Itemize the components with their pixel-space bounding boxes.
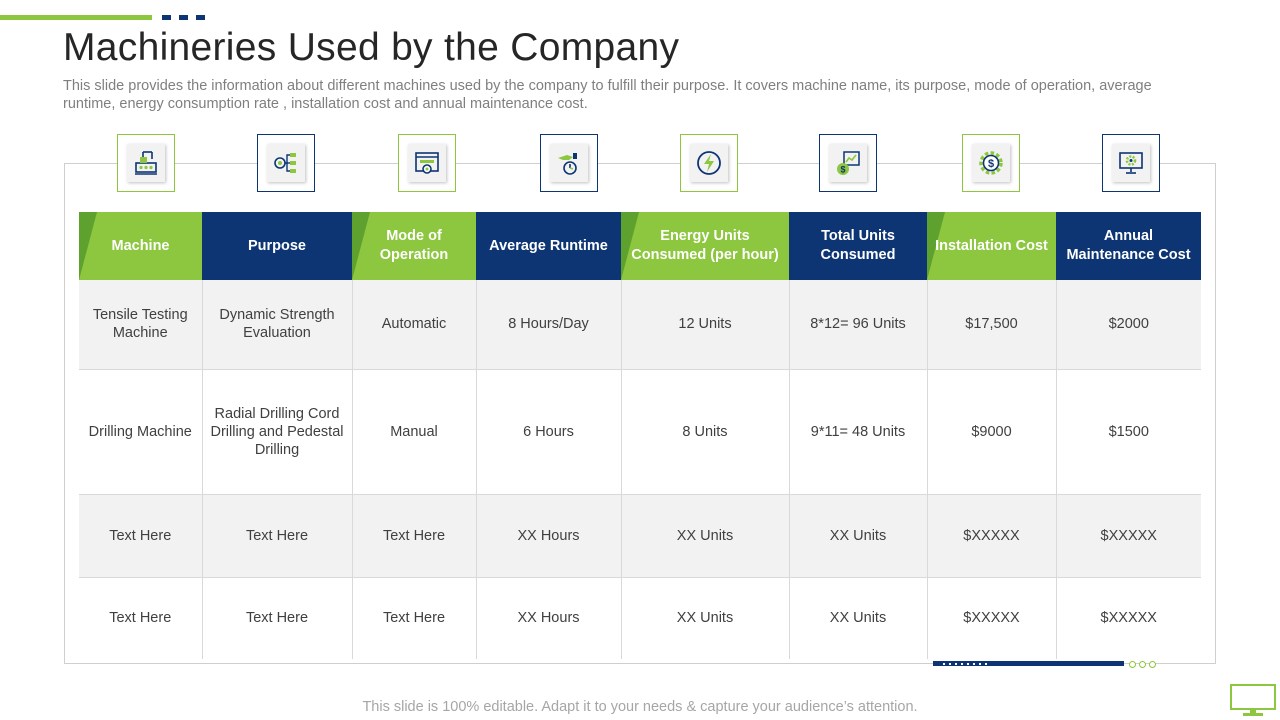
column-header: Energy Units Consumed (per hour) — [621, 212, 789, 280]
column-header: Average Runtime — [476, 212, 621, 280]
table-cell: Text Here — [202, 577, 353, 659]
bottom-accent-dot — [955, 663, 957, 665]
purpose-icon-box — [257, 134, 315, 192]
top-accent-bar — [0, 15, 152, 20]
table-cell: 9*11= 48 Units — [789, 369, 928, 495]
table-cell: $XXXXX — [1056, 494, 1201, 578]
table-cell: 6 Hours — [476, 369, 622, 495]
bottom-accent-ring — [1139, 661, 1146, 668]
bottom-accent-dot — [967, 663, 969, 665]
purpose-flowchart-icon — [274, 153, 296, 173]
table-frame — [64, 163, 1216, 664]
bottom-accent-dot — [985, 663, 987, 665]
table-row: Drilling Machine Radial Drilling Cord Dr… — [79, 369, 1201, 495]
machine-icon — [135, 151, 157, 175]
table-cell: Drilling Machine — [79, 369, 203, 495]
bottom-accent-dot — [961, 663, 963, 665]
table-cell: Tensile Testing Machine — [79, 280, 203, 370]
table-cell: Text Here — [352, 577, 477, 659]
mode-icon-box — [398, 134, 456, 192]
maintenance-icon-box — [1102, 134, 1160, 192]
total-units-icon-box: $ — [819, 134, 877, 192]
bottom-accent-dot — [949, 663, 951, 665]
column-header: Mode of Operation — [352, 212, 476, 280]
table-cell: Manual — [352, 369, 477, 495]
table-cell: Text Here — [79, 577, 203, 659]
table-cell: $XXXXX — [1056, 577, 1201, 659]
table-cell: XX Units — [621, 494, 790, 578]
slide-title: Machineries Used by the Company — [63, 26, 680, 69]
table-cell: XX Units — [789, 494, 928, 578]
table-cell: Automatic — [352, 280, 477, 370]
stopwatch-hand-icon — [558, 153, 577, 175]
column-header: Total Units Consumed — [789, 212, 927, 280]
table-cell: Radial Drilling Cord Drilling and Pedest… — [202, 369, 353, 495]
top-accent-dash — [196, 15, 205, 20]
table-cell: XX Units — [789, 577, 928, 659]
table-cell: $1500 — [1056, 369, 1201, 495]
chart-dollar-icon: $ — [837, 151, 860, 175]
bottom-accent-dot — [973, 663, 975, 665]
top-accent-dash — [162, 15, 171, 20]
table-cell: XX Units — [621, 577, 790, 659]
bottom-accent-dot — [943, 663, 945, 665]
table-cell: $2000 — [1056, 280, 1201, 370]
svg-text:$: $ — [840, 165, 845, 175]
column-header: Machine — [79, 212, 202, 280]
table-cell: $XXXXX — [927, 577, 1057, 659]
table-cell: $XXXXX — [927, 494, 1057, 578]
table-cell: Text Here — [352, 494, 477, 578]
table-cell: $17,500 — [927, 280, 1057, 370]
column-header: Annual Maintenance Cost — [1056, 212, 1201, 280]
bottom-accent-ring — [1149, 661, 1156, 668]
monitor-icon — [1230, 684, 1276, 716]
table-cell: 8 Units — [621, 369, 790, 495]
table-cell: Text Here — [79, 494, 203, 578]
column-header: Purpose — [202, 212, 352, 280]
table-cell: XX Hours — [476, 494, 622, 578]
table-cell: Dynamic Strength Evaluation — [202, 280, 353, 370]
table-row: Text Here Text Here Text Here XX Hours X… — [79, 577, 1201, 659]
settings-window-icon — [415, 152, 439, 174]
energy-bolt-icon — [697, 151, 721, 175]
svg-text:$: $ — [988, 158, 994, 170]
table-cell: 8*12= 96 Units — [789, 280, 928, 370]
bottom-accent-bar — [933, 661, 1124, 666]
table-cell: $9000 — [927, 369, 1057, 495]
column-header: Installation Cost — [927, 212, 1056, 280]
table-cell: XX Hours — [476, 577, 622, 659]
table-cell: 8 Hours/Day — [476, 280, 622, 370]
machine-icon-box — [117, 134, 175, 192]
monitor-gear-icon — [1119, 152, 1143, 174]
bottom-accent-ring — [1129, 661, 1136, 668]
table-cell: 12 Units — [621, 280, 790, 370]
top-accent-dash — [179, 15, 188, 20]
table-row: Tensile Testing Machine Dynamic Strength… — [79, 280, 1201, 370]
footer-note: This slide is 100% editable. Adapt it to… — [362, 699, 918, 715]
table-cell: Text Here — [202, 494, 353, 578]
table-row: Text Here Text Here Text Here XX Hours X… — [79, 494, 1201, 578]
dollar-gear-icon: $ — [979, 151, 1003, 175]
runtime-icon-box — [540, 134, 598, 192]
table-header-row: Machine Purpose Mode of Operation Averag… — [79, 212, 1201, 280]
bottom-accent-dot — [979, 663, 981, 665]
installation-icon-box: $ — [962, 134, 1020, 192]
energy-icon-box — [680, 134, 738, 192]
machinery-table: Machine Purpose Mode of Operation Averag… — [79, 212, 1201, 659]
slide-description: This slide provides the information abou… — [63, 78, 1152, 112]
